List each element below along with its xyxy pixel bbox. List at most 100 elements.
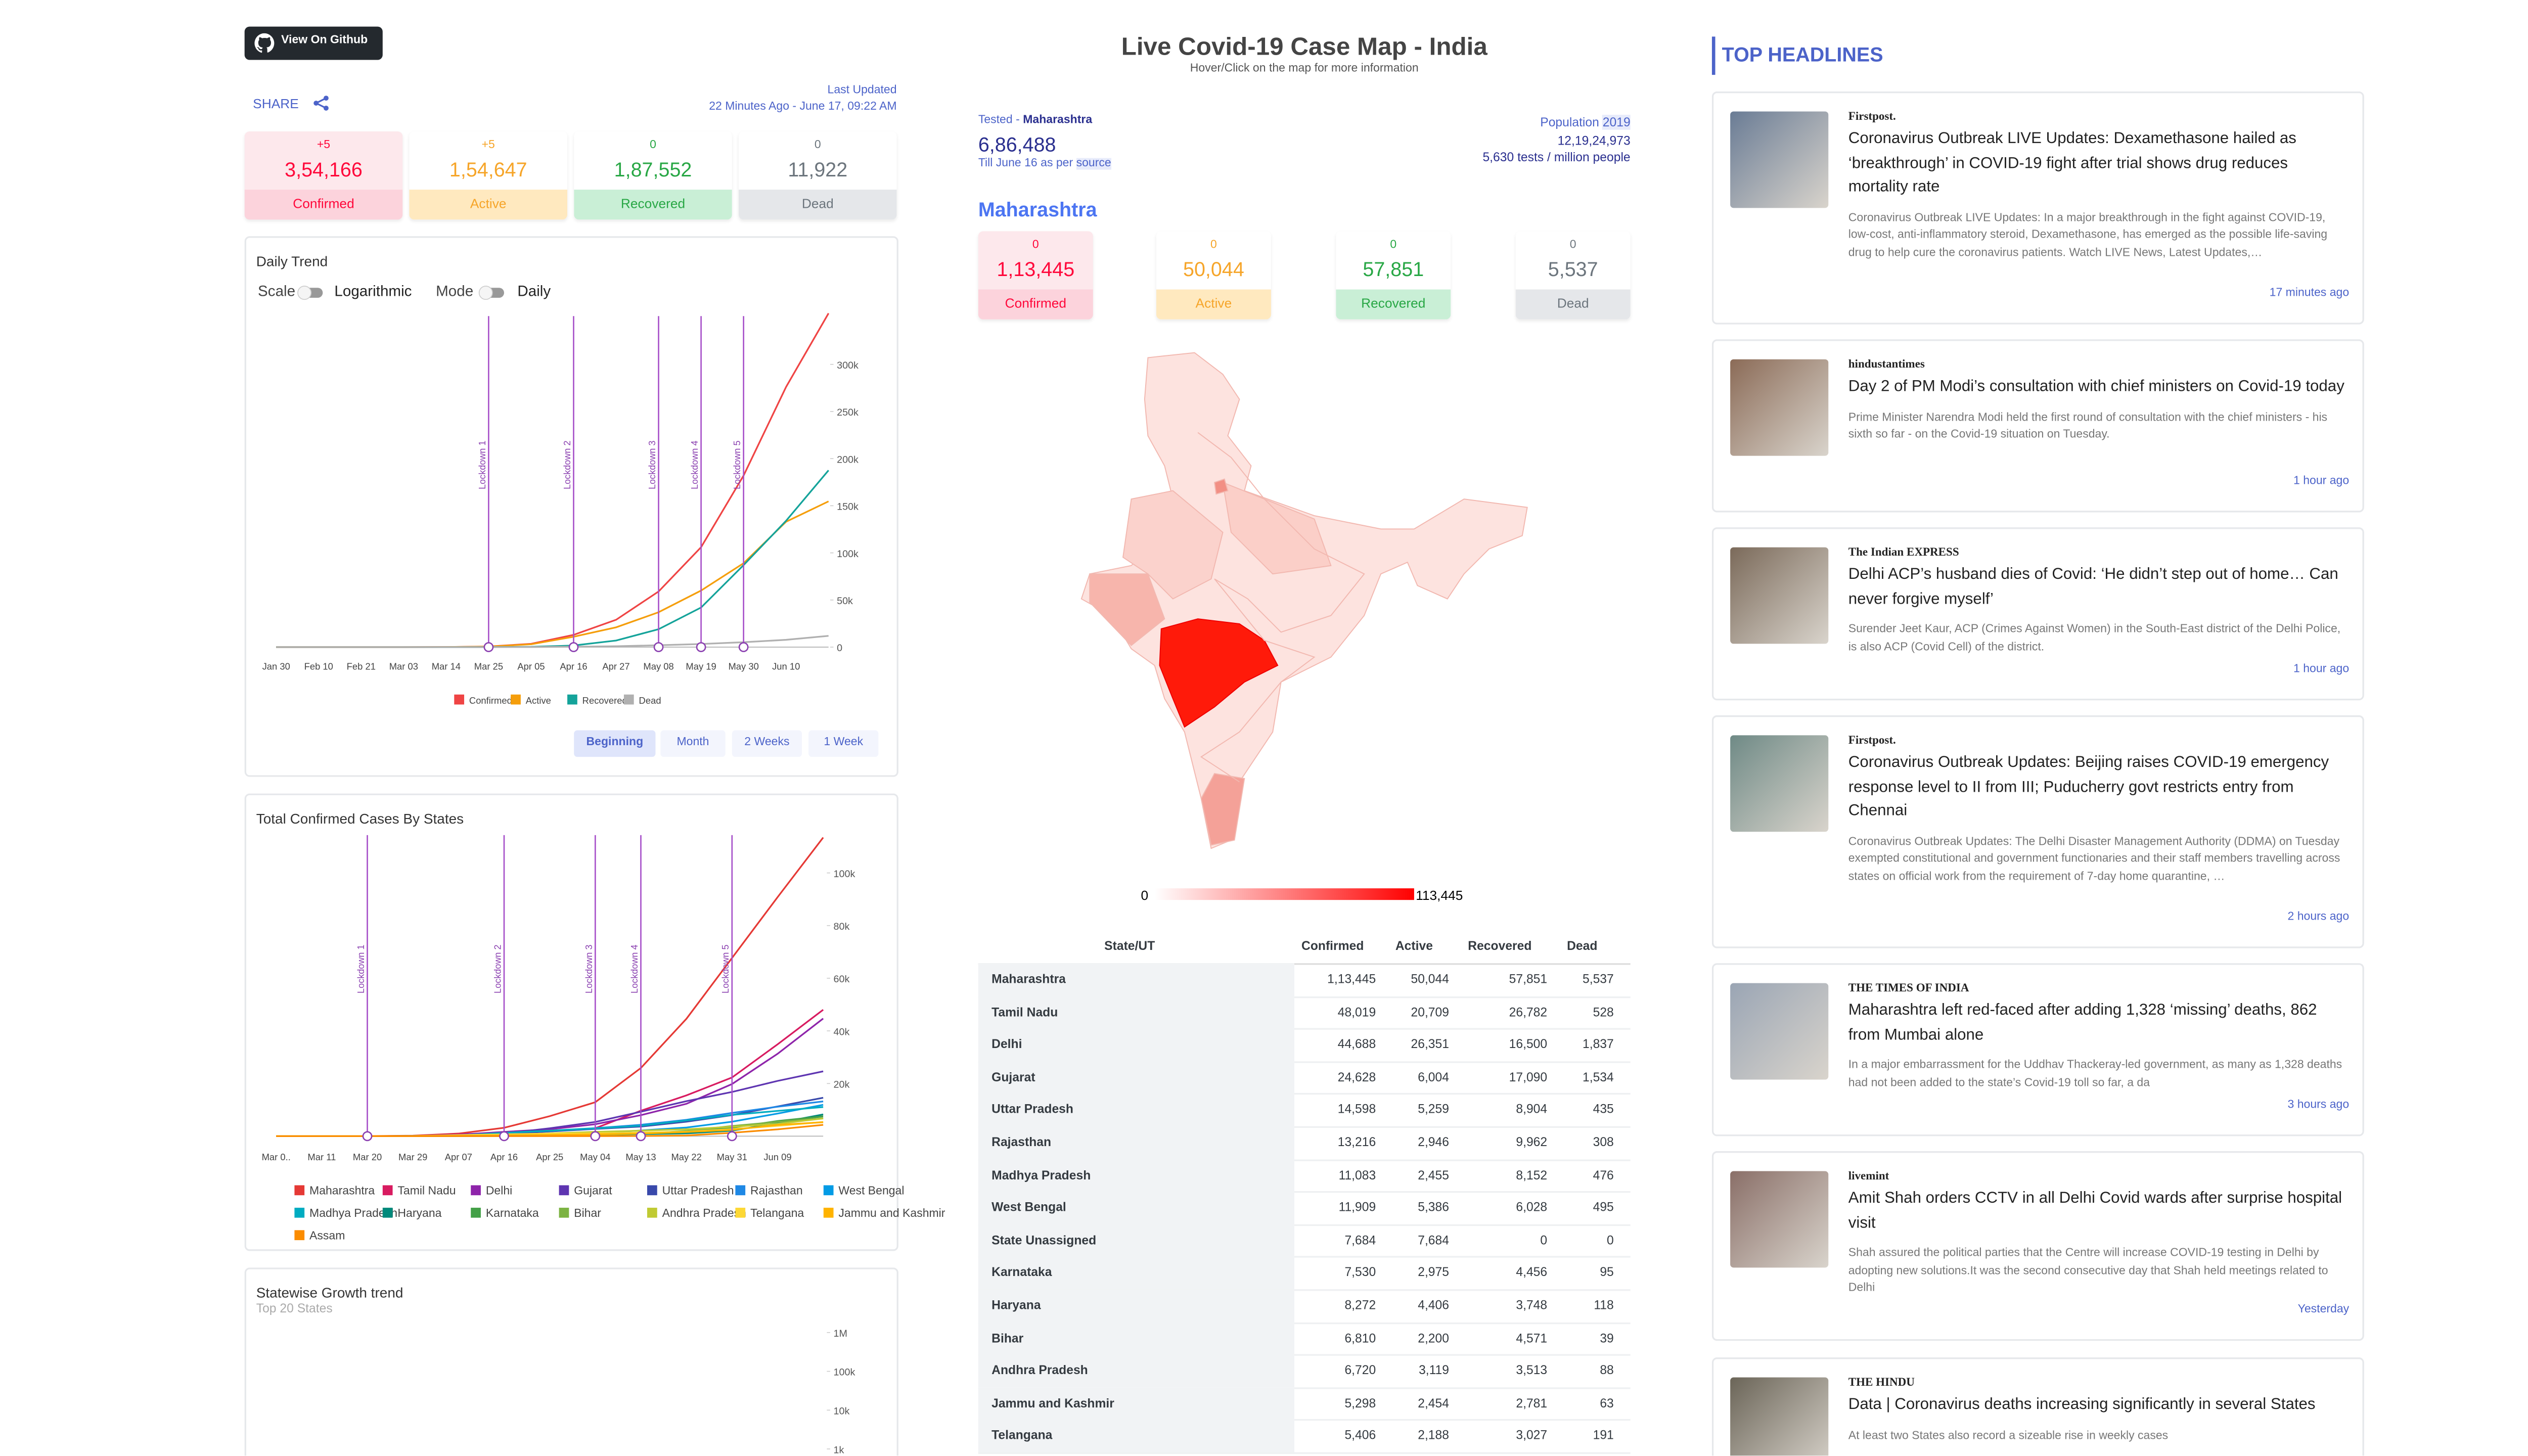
headline-card[interactable]: THE TIMES OF INDIA Maharashtra left red-f… xyxy=(1711,963,2364,1136)
range-button[interactable]: Beginning xyxy=(574,730,656,757)
india-map[interactable] xyxy=(1080,352,1528,849)
stat-delta: +5 xyxy=(481,140,495,152)
github-label: View On Github xyxy=(281,35,368,47)
github-button[interactable]: View On Github xyxy=(244,26,383,60)
headline-card[interactable]: The Indian EXPRESS Delhi ACP’s husband di… xyxy=(1711,527,2364,701)
map-gujarat[interactable] xyxy=(1089,573,1165,647)
legend-swatch xyxy=(294,1185,305,1196)
table-row[interactable]: Telangana 5,406 2,188 3,027 191 xyxy=(978,1420,1631,1454)
tested-source[interactable]: source xyxy=(1076,158,1111,170)
table-row[interactable]: Uttar Pradesh 14,598 5,259 8,904 435 xyxy=(978,1094,1631,1128)
stat-card[interactable]: 0 1,87,552 Recovered xyxy=(574,131,732,220)
legend-swatch xyxy=(735,1207,746,1218)
legend-swatch xyxy=(511,694,521,705)
table-row[interactable]: Gujarat 24,628 6,004 17,090 1,534 xyxy=(978,1061,1631,1096)
headline-card[interactable]: Firstpost. Coronavirus Outbreak LIVE Upda… xyxy=(1711,91,2364,325)
state-cell: Rajasthan xyxy=(991,1134,1052,1150)
table-row[interactable]: Tamil Nadu 48,019 20,709 26,782 528 xyxy=(978,995,1631,1030)
y-tick-label: 250k xyxy=(837,407,859,418)
stat-card[interactable]: +5 3,54,166 Confirmed xyxy=(244,131,403,220)
stat-card[interactable]: 0 57,851 Recovered xyxy=(1336,231,1451,320)
table-cell: 5,259 xyxy=(1418,1102,1450,1117)
table-row[interactable]: Karnataka 7,530 2,975 4,456 95 xyxy=(978,1256,1631,1291)
state-cell-bg xyxy=(978,1322,1295,1355)
stat-label: Confirmed xyxy=(978,289,1093,320)
table-row[interactable]: Rajasthan 13,216 2,946 9,962 308 xyxy=(978,1126,1631,1161)
headline-image xyxy=(1730,735,1829,832)
chart-subtitle: Top 20 States xyxy=(256,1301,333,1316)
stat-card[interactable]: 0 5,537 Dead xyxy=(1515,231,1631,320)
legend-swatch xyxy=(294,1207,305,1218)
stat-card[interactable]: 0 1,13,445 Confirmed xyxy=(978,231,1093,320)
map-rajasthan[interactable] xyxy=(1122,490,1224,600)
map-delhi[interactable] xyxy=(1213,478,1229,495)
table-row[interactable]: Maharashtra 1,13,445 50,044 57,851 5,537 xyxy=(978,963,1631,997)
headline-card[interactable]: hindustantimes Day 2 of PM Modi’s consult… xyxy=(1711,339,2364,513)
table-row[interactable]: Madhya Pradesh 11,083 2,455 8,152 476 xyxy=(978,1159,1631,1193)
share-label[interactable]: SHARE xyxy=(253,96,299,112)
table-cell: 4,406 xyxy=(1418,1297,1450,1313)
x-tick-label: May 13 xyxy=(625,1152,656,1162)
stat-label: Active xyxy=(1156,289,1271,320)
stat-card[interactable]: +5 1,54,647 Active xyxy=(409,131,568,220)
legend-swatch xyxy=(823,1207,834,1218)
headline-card[interactable]: livemint Amit Shah orders CCTV in all Del… xyxy=(1711,1151,2364,1341)
map-up[interactable] xyxy=(1222,481,1332,575)
legend-swatch xyxy=(559,1185,569,1196)
lockdown-label: Lockdown 2 xyxy=(562,440,572,489)
table-cell: 17,090 xyxy=(1509,1069,1548,1084)
table-row[interactable]: Haryana 8,272 4,406 3,748 118 xyxy=(978,1289,1631,1324)
stat-value: 50,044 xyxy=(1183,258,1244,282)
map-tamil-nadu[interactable] xyxy=(1200,772,1245,846)
headlines-title: TOP HEADLINES xyxy=(1722,43,1883,67)
headline-text: Shah assured the political parties that … xyxy=(1848,1247,2328,1295)
range-button[interactable]: 2 Weeks xyxy=(732,730,802,757)
map-legend-max: 113,445 xyxy=(1416,888,1463,903)
table-header-cell: Active xyxy=(1395,938,1433,953)
map-legend-bar xyxy=(1154,888,1414,900)
legend-label: Confirmed xyxy=(469,695,512,706)
legend-label: Andhra Pradesh xyxy=(662,1206,746,1219)
table-row[interactable]: State Unassigned 7,684 7,684 0 0 xyxy=(978,1224,1631,1258)
tested-value: 6,86,488 xyxy=(978,133,1056,157)
stat-value: 57,851 xyxy=(1363,258,1424,282)
lockdown-marker xyxy=(568,642,579,652)
map-maharashtra[interactable] xyxy=(1159,618,1279,728)
table-cell: 8,904 xyxy=(1516,1102,1548,1117)
table-cell: 1,837 xyxy=(1582,1036,1614,1052)
state-cell: Bihar xyxy=(991,1330,1024,1345)
lockdown-marker xyxy=(362,1131,373,1142)
table-cell: 24,628 xyxy=(1337,1069,1376,1084)
table-row[interactable]: Delhi 44,688 26,351 16,500 1,837 xyxy=(978,1028,1631,1063)
headline-source: THE TIMES OF INDIA xyxy=(1848,981,1969,995)
chart-control: Mode xyxy=(436,283,474,300)
stat-delta: 0 xyxy=(1032,239,1039,251)
chart-control: Daily xyxy=(517,283,551,300)
state-cell-bg xyxy=(978,1256,1295,1290)
x-tick-label: Apr 25 xyxy=(536,1152,563,1162)
table-cell: 6,028 xyxy=(1516,1200,1548,1215)
range-button[interactable]: Month xyxy=(660,730,726,757)
state-cell-bg xyxy=(978,1354,1295,1387)
headline-card[interactable]: Firstpost. Coronavirus Outbreak Updates: … xyxy=(1711,715,2364,948)
y-tick-label: 1k xyxy=(834,1444,844,1455)
table-row[interactable]: Bihar 6,810 2,200 4,571 39 xyxy=(978,1322,1631,1356)
state-name: Maharashtra xyxy=(978,198,1097,221)
table-row[interactable]: Andhra Pradesh 6,720 3,119 3,513 88 xyxy=(978,1354,1631,1389)
table-cell: 57,851 xyxy=(1509,971,1548,987)
stat-card[interactable]: 0 11,922 Dead xyxy=(738,131,897,220)
stat-card[interactable]: 0 50,044 Active xyxy=(1156,231,1271,320)
table-row[interactable]: West Bengal 11,909 5,386 6,028 495 xyxy=(978,1191,1631,1226)
stat-label: Recovered xyxy=(1336,289,1451,320)
share-icon[interactable] xyxy=(313,95,330,112)
map-india[interactable] xyxy=(1080,352,1528,849)
lockdown-marker xyxy=(499,1131,509,1142)
stat-label: Confirmed xyxy=(244,190,403,220)
legend-label: Tamil Nadu xyxy=(397,1184,456,1197)
state-cell-bg xyxy=(978,1028,1295,1061)
headline-card[interactable]: THE HINDU Data | Coronavirus deaths incre… xyxy=(1711,1357,2364,1456)
table-cell: 2,455 xyxy=(1418,1167,1450,1182)
range-button[interactable]: 1 Week xyxy=(808,730,879,757)
table-cell: 48,019 xyxy=(1337,1004,1376,1019)
table-row[interactable]: Jammu and Kashmir 5,298 2,454 2,781 63 xyxy=(978,1387,1631,1422)
